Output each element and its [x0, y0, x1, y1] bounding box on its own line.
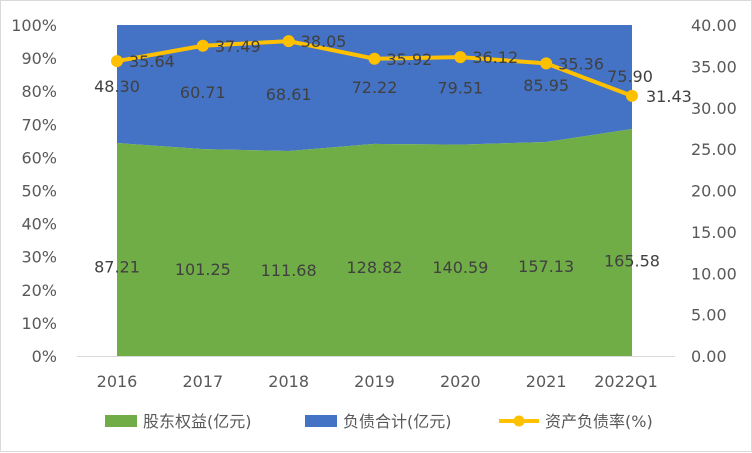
equity-data-label: 157.13	[518, 257, 574, 276]
y-right-tick-label: 25.00	[691, 140, 737, 159]
ratio-marker	[540, 57, 553, 70]
y-right-tick-label: 20.00	[691, 182, 737, 201]
y-right-tick-label: 10.00	[691, 264, 737, 283]
legend-debt-swatch	[305, 415, 337, 427]
debt-data-label: 68.61	[266, 85, 312, 104]
y-right-tick-label: 15.00	[691, 223, 737, 242]
x-tick-label: 2020	[440, 372, 481, 391]
legend-equity-label: 股东权益(亿元)	[143, 412, 252, 431]
ratio-data-label: 36.12	[472, 48, 518, 67]
ratio-marker	[282, 35, 295, 48]
ratio-marker	[111, 55, 123, 68]
y-right-tick-label: 40.00	[691, 16, 737, 35]
legend-debt-label: 负债合计(亿元)	[343, 412, 452, 431]
ratio-data-label: 35.92	[387, 50, 433, 69]
x-tick-label: 2021	[526, 372, 567, 391]
ratio-data-label: 35.64	[129, 52, 175, 71]
y-left-tick-label: 90%	[21, 49, 57, 68]
y-left-tick-label: 40%	[21, 215, 57, 234]
ratio-marker	[196, 39, 209, 52]
axes-layer: 0% 10% 20% 30% 40% 50% 60% 70% 80% 90% 100% 0.00 5.0…	[11, 16, 737, 391]
ratio-data-label: 37.49	[215, 37, 261, 56]
ratio-data-label: 31.43	[646, 87, 692, 106]
legend-ratio-label: 资产负债率(%)	[545, 412, 653, 431]
y-left-tick-label: 20%	[21, 281, 57, 300]
legend-ratio-marker	[513, 415, 525, 427]
y-right-tick-label: 35.00	[691, 57, 737, 76]
equity-data-label: 87.21	[94, 258, 140, 277]
debt-data-label: 85.95	[523, 76, 569, 95]
ratio-line-layer	[111, 35, 638, 102]
area-equity	[117, 129, 632, 356]
debt-data-label: 60.71	[180, 83, 226, 102]
y-left-tick-label: 60%	[21, 148, 57, 167]
ratio-marker	[626, 89, 638, 102]
x-tick-label: 2018	[268, 372, 309, 391]
ratio-marker	[368, 52, 381, 65]
x-tick-label: 2019	[354, 372, 395, 391]
equity-data-label: 101.25	[175, 260, 231, 279]
y-left-tick-label: 100%	[11, 16, 57, 35]
y-left-tick-label: 80%	[21, 82, 57, 101]
data-labels-layer: 87.21 48.30 35.64 101.25 60.71 37.49 111.68 68.…	[94, 32, 692, 280]
y-right-tick-label: 5.00	[691, 306, 727, 325]
y-left-tick-label: 70%	[21, 115, 57, 134]
y-right-tick-label: 30.00	[691, 99, 737, 118]
x-tick-label: 2022Q1	[594, 372, 658, 391]
y-left-tick-label: 30%	[21, 248, 57, 267]
debt-data-label: 72.22	[352, 78, 398, 97]
x-tick-label: 2017	[182, 372, 223, 391]
ratio-data-label: 38.05	[301, 32, 347, 51]
debt-data-label: 48.30	[94, 77, 140, 96]
ratio-data-label: 35.36	[558, 54, 604, 73]
y-right-tick-label: 0.00	[691, 347, 727, 366]
y-left-tick-label: 50%	[21, 182, 57, 201]
debt-data-label: 79.51	[437, 79, 483, 98]
ratio-marker	[454, 51, 467, 64]
legend: 股东权益(亿元) 负债合计(亿元) 资产负债率(%)	[105, 412, 653, 431]
equity-data-label: 165.58	[604, 252, 660, 271]
y-left-tick-label: 0%	[32, 347, 57, 366]
debt-data-label: 75.90	[607, 67, 653, 86]
stacked-area-layer	[117, 25, 632, 356]
x-tick-label: 2016	[97, 372, 138, 391]
equity-data-label: 111.68	[261, 261, 317, 280]
y-left-tick-label: 10%	[21, 314, 57, 333]
equity-data-label: 140.59	[432, 258, 488, 277]
legend-equity-swatch	[105, 415, 137, 427]
equity-data-label: 128.82	[347, 258, 403, 277]
area-debt-total	[117, 25, 632, 151]
